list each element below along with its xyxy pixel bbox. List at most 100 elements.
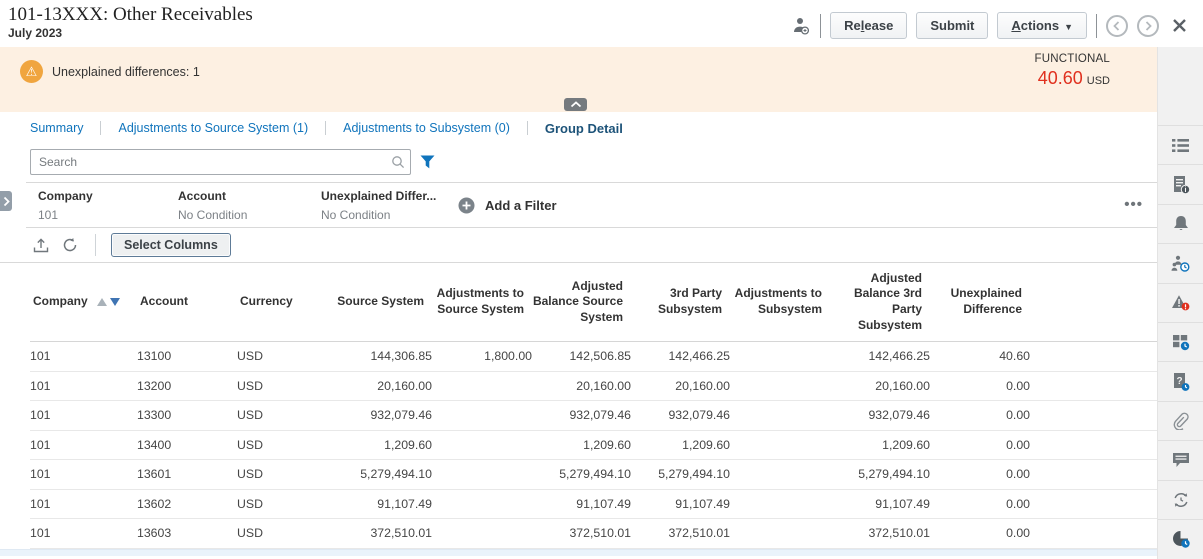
- cell-link[interactable]: 20,160.00: [334, 371, 432, 401]
- search-row: [0, 148, 1157, 175]
- title-actions: Release Submit Actions▼: [791, 4, 1203, 47]
- cell: [730, 371, 830, 401]
- cell-link[interactable]: 91,107.49: [631, 489, 730, 519]
- divider: [95, 234, 96, 256]
- column-header-company[interactable]: Company: [30, 263, 137, 342]
- close-icon[interactable]: [1172, 18, 1187, 33]
- warning-icon: ⚠: [20, 60, 43, 83]
- cell-link[interactable]: 144,306.85: [334, 342, 432, 372]
- cell-link[interactable]: 932,079.46: [631, 401, 730, 431]
- comments-icon[interactable]: [1158, 440, 1203, 479]
- column-header-unexplained-difference[interactable]: Unexplained Difference: [930, 263, 1030, 342]
- cell: 101: [30, 489, 137, 519]
- cell-link[interactable]: 372,510.01: [631, 519, 730, 549]
- attachments-icon[interactable]: [1158, 401, 1203, 440]
- table-row[interactable]: 10113603USD372,510.01372,510.01372,510.0…: [30, 519, 1157, 549]
- questions-icon[interactable]: ?: [1158, 361, 1203, 400]
- filter-icon[interactable]: [420, 155, 435, 169]
- tab-adjustments-source[interactable]: Adjustments to Source System (1): [118, 121, 308, 135]
- release-button[interactable]: Release: [830, 12, 907, 39]
- history-icon[interactable]: [1158, 519, 1203, 558]
- cell: [730, 519, 830, 549]
- table-row[interactable]: 10113300USD932,079.46932,079.46932,079.4…: [30, 401, 1157, 431]
- cell-link[interactable]: 1,209.60: [334, 430, 432, 460]
- header-row: Company Account Currency Source System A…: [30, 263, 1157, 342]
- tab-adjustments-subsystem[interactable]: Adjustments to Subsystem (0): [343, 121, 510, 135]
- cell-link[interactable]: 5,279,494.10: [334, 460, 432, 490]
- cell-link[interactable]: 1,209.60: [631, 430, 730, 460]
- cell: USD: [237, 401, 334, 431]
- cell: 142,506.85: [532, 342, 631, 372]
- instructions-icon[interactable]: i: [1158, 164, 1203, 203]
- cell-link[interactable]: 5,279,494.10: [631, 460, 730, 490]
- table-row[interactable]: 10113602USD91,107.4991,107.4991,107.4991…: [30, 489, 1157, 519]
- plus-circle-icon: [458, 197, 475, 214]
- title-bar: 101-13XXX: Other Receivables July 2023 R…: [0, 0, 1203, 47]
- cell: USD: [237, 342, 334, 372]
- sort-ascending-icon[interactable]: [97, 298, 107, 306]
- cell: 13100: [137, 342, 237, 372]
- warnings-icon[interactable]: [1158, 283, 1203, 322]
- attributes-icon[interactable]: [1158, 322, 1203, 361]
- tab-group-detail[interactable]: Group Detail: [545, 121, 623, 136]
- workflow-icon[interactable]: [1158, 243, 1203, 282]
- actions-button[interactable]: Actions▼: [997, 12, 1087, 39]
- cell: 0.00: [930, 519, 1030, 549]
- cell: [730, 489, 830, 519]
- cell: 13602: [137, 489, 237, 519]
- column-header-source-system[interactable]: Source System: [334, 263, 432, 342]
- column-header-adjustments-source[interactable]: Adjustments to Source System: [432, 263, 532, 342]
- table-row[interactable]: 10113400USD1,209.601,209.601,209.601,209…: [30, 430, 1157, 460]
- table-row[interactable]: 10113601USD5,279,494.105,279,494.105,279…: [30, 460, 1157, 490]
- column-header-currency[interactable]: Currency: [237, 263, 334, 342]
- main-content: Summary Adjustments to Source System (1)…: [0, 112, 1157, 559]
- filter-chip-unexplained-difference[interactable]: Unexplained Differ... No Condition: [321, 183, 458, 227]
- cell-link[interactable]: 372,510.01: [334, 519, 432, 549]
- reconciliation-table: Company Account Currency Source System A…: [30, 263, 1157, 549]
- tab-summary[interactable]: Summary: [30, 121, 83, 135]
- divider: [820, 14, 821, 38]
- column-header-adjustments-subsystem[interactable]: Adjustments to Subsystem: [730, 263, 830, 342]
- table-row[interactable]: 10113200USD20,160.0020,160.0020,160.0020…: [30, 371, 1157, 401]
- more-options-icon[interactable]: •••: [1124, 200, 1143, 210]
- column-label: Company: [33, 294, 88, 308]
- next-button[interactable]: [1137, 15, 1159, 37]
- collapse-banner-button[interactable]: [564, 98, 587, 111]
- filter-chip-account[interactable]: Account No Condition: [178, 183, 321, 227]
- properties-icon[interactable]: [1158, 125, 1203, 164]
- cell: [730, 342, 830, 372]
- cell: 101: [30, 371, 137, 401]
- cell: 0.00: [930, 371, 1030, 401]
- add-filter-button[interactable]: Add a Filter: [458, 183, 557, 227]
- cell-link[interactable]: 1,800.00: [432, 342, 532, 372]
- filter-chip-company[interactable]: Company 101: [26, 183, 178, 227]
- column-header-adjusted-balance-source[interactable]: Adjusted Balance Source System: [532, 263, 631, 342]
- table-row[interactable]: 10113100USD144,306.851,800.00142,506.851…: [30, 342, 1157, 372]
- cell-link[interactable]: 20,160.00: [631, 371, 730, 401]
- partial-next-row: [0, 549, 1157, 556]
- select-columns-button[interactable]: Select Columns: [111, 233, 231, 257]
- submit-button[interactable]: Submit: [916, 12, 988, 39]
- warning-text: Unexplained differences: 1: [52, 65, 200, 79]
- cell-link[interactable]: 91,107.49: [334, 489, 432, 519]
- export-icon[interactable]: [33, 238, 49, 253]
- cell: [432, 489, 532, 519]
- column-header-account[interactable]: Account: [137, 263, 237, 342]
- cell-link[interactable]: 932,079.46: [334, 401, 432, 431]
- right-sidebar: i ?: [1157, 47, 1203, 559]
- cell: USD: [237, 519, 334, 549]
- alerts-icon[interactable]: [1158, 204, 1203, 243]
- sort-descending-icon[interactable]: [110, 298, 120, 306]
- refresh-icon[interactable]: [62, 237, 78, 253]
- previous-button[interactable]: [1106, 15, 1128, 37]
- user-assignment-icon[interactable]: [791, 16, 811, 36]
- prior-reconciliations-icon[interactable]: [1158, 480, 1203, 519]
- column-header-3rd-party-subsystem[interactable]: 3rd Party Subsystem: [631, 263, 730, 342]
- search-icon: [391, 155, 405, 172]
- cell: [730, 460, 830, 490]
- cell-link[interactable]: 142,466.25: [631, 342, 730, 372]
- expand-panel-icon[interactable]: [0, 191, 12, 211]
- cell: 0.00: [930, 460, 1030, 490]
- search-input[interactable]: [30, 149, 411, 175]
- column-header-adjusted-balance-3rd-party[interactable]: Adjusted Balance 3rd Party Subsystem: [830, 263, 930, 342]
